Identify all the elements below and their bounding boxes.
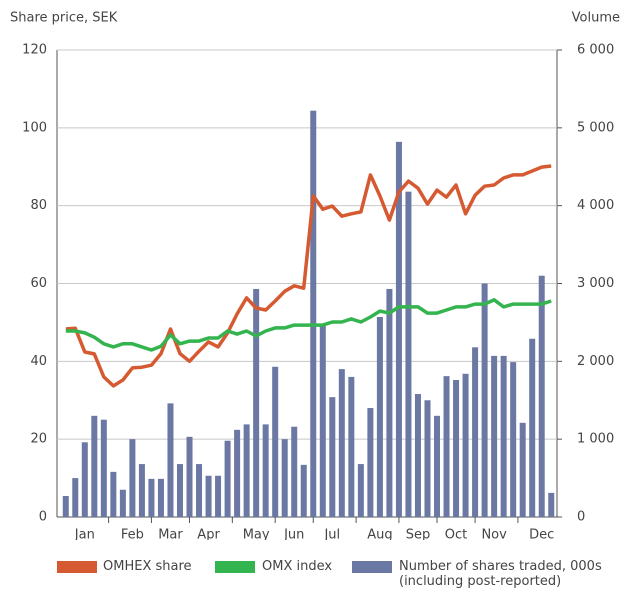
bar: [253, 288, 260, 517]
y2-tick-label: 2 000: [577, 354, 614, 369]
legend-swatch: [352, 561, 392, 573]
bar: [310, 110, 317, 518]
bar: [510, 362, 517, 517]
x-tick-label: May: [243, 528, 270, 541]
x-tick-label: Sep: [406, 528, 431, 541]
bar: [281, 439, 288, 517]
bar: [100, 419, 107, 517]
bar: [291, 426, 298, 517]
bar: [196, 464, 203, 517]
bar: [405, 191, 412, 517]
x-tick-label: Jul: [323, 528, 340, 541]
y-tick-label: 40: [30, 354, 47, 369]
y2-tick-label: 1 000: [577, 432, 614, 447]
bar: [157, 478, 164, 517]
bar: [91, 415, 98, 517]
bar: [110, 471, 117, 517]
bar: [329, 397, 336, 517]
bar: [538, 275, 545, 517]
x-tick-label: Apr: [197, 528, 220, 541]
bar: [234, 429, 241, 517]
bar: [357, 464, 364, 517]
bar: [215, 475, 222, 517]
bar: [367, 408, 374, 517]
bar: [300, 464, 307, 517]
x-tick-label: Jun: [283, 528, 304, 541]
y2-tick-label: 0: [577, 510, 585, 525]
bar: [348, 376, 355, 517]
bar: [529, 338, 536, 517]
legend-label: OMHEX share: [103, 559, 192, 574]
bar: [176, 464, 183, 517]
y2-axis-label: Volume: [572, 11, 620, 26]
bar: [224, 440, 231, 517]
x-tick-label: Feb: [121, 528, 144, 541]
bar: [548, 492, 555, 517]
legend-swatch: [215, 561, 255, 573]
bar: [472, 347, 479, 517]
x-tick-label: Dec: [529, 528, 554, 541]
bar: [138, 464, 145, 517]
y-axis-label: Share price, SEK: [10, 11, 118, 26]
bar: [481, 283, 488, 517]
bar: [272, 366, 279, 517]
bar: [443, 376, 450, 517]
y2-tick-label: 4 000: [577, 198, 614, 213]
y-tick-label: 0: [39, 510, 47, 525]
bar: [386, 288, 393, 517]
bar: [424, 400, 431, 517]
bar: [167, 403, 174, 517]
legend-label: OMX index: [262, 559, 333, 574]
x-tick-label: Oct: [445, 528, 467, 541]
x-tick-label: Jan: [74, 528, 95, 541]
bar: [434, 415, 441, 517]
y2-tick-label: 6 000: [577, 43, 614, 58]
bar: [148, 478, 155, 517]
bar: [243, 424, 250, 517]
line: [65, 164, 552, 388]
bar: [262, 424, 269, 517]
y-tick-label: 60: [30, 276, 47, 291]
bar: [414, 394, 421, 517]
bar: [395, 141, 402, 518]
bar: [319, 324, 326, 517]
legend-swatch: [57, 561, 97, 573]
bar: [462, 373, 469, 517]
x-tick-label: Aug: [367, 528, 392, 541]
bar: [205, 475, 212, 517]
x-tick-label: Nov: [481, 528, 507, 541]
bar: [500, 355, 507, 517]
bar: [491, 355, 498, 517]
y-tick-label: 80: [30, 198, 47, 213]
y2-tick-label: 5 000: [577, 120, 614, 135]
y-tick-label: 20: [30, 432, 47, 447]
bar: [338, 369, 345, 517]
bar: [72, 478, 79, 517]
line: [65, 298, 552, 352]
bar: [62, 495, 69, 517]
bar: [119, 489, 126, 517]
bar: [129, 439, 136, 517]
bar: [81, 442, 88, 517]
y-tick-label: 120: [22, 43, 47, 58]
bar: [519, 422, 526, 517]
bar: [453, 380, 460, 517]
y-tick-label: 100: [22, 120, 47, 135]
y2-tick-label: 3 000: [577, 276, 614, 291]
bar: [186, 436, 193, 517]
x-tick-label: Mar: [158, 528, 183, 541]
chart: Share price, SEK Volume 0 20 40 60 80 100 120 0…: [10, 11, 620, 541]
bar: [376, 316, 383, 517]
legend-label: Number of shares traded, 000s (including…: [399, 559, 602, 589]
